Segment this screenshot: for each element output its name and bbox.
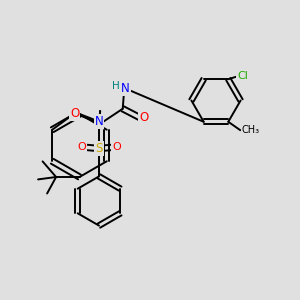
Text: Cl: Cl — [237, 71, 248, 81]
Text: N: N — [94, 115, 103, 128]
Text: O: O — [112, 142, 121, 152]
Text: O: O — [77, 142, 86, 152]
Text: H: H — [112, 81, 120, 91]
Text: N: N — [121, 82, 130, 95]
Text: CH₃: CH₃ — [242, 125, 260, 135]
Text: O: O — [70, 107, 79, 120]
Text: S: S — [95, 142, 103, 155]
Text: O: O — [140, 111, 148, 124]
